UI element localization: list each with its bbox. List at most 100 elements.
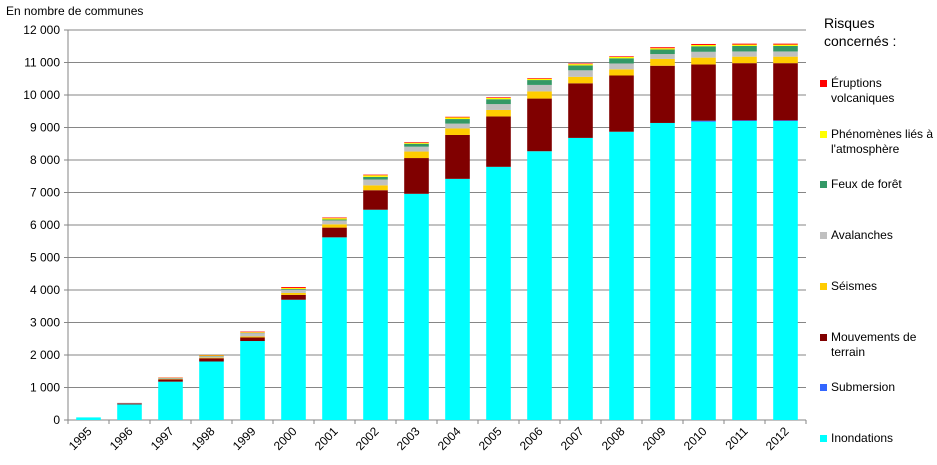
bar-segment--ruptions-volcaniques	[240, 331, 265, 333]
bar-segment-inondations	[117, 404, 142, 420]
bar-segment-ph-nom-nes-li-s-l-atmosph-re	[199, 355, 224, 356]
bar-segment-feux-de-for-t	[363, 176, 388, 180]
bar-segment-feux-de-for-t	[281, 289, 306, 290]
legend-label: Séismes	[831, 278, 878, 293]
x-tick-label: 1995	[66, 424, 95, 453]
x-tick-label: 2002	[353, 424, 382, 453]
x-tick-label: 2006	[517, 424, 546, 453]
legend-label: Phénomènes liés à l'atmosphère	[831, 126, 934, 156]
bar-segment--ruptions-volcaniques	[486, 97, 511, 98]
bar-segment-ph-nom-nes-li-s-l-atmosph-re	[404, 142, 429, 144]
bar-segment-feux-de-for-t	[404, 143, 429, 147]
bar-segment-inondations	[322, 237, 347, 420]
bar-segment-mouvements-de-terrain	[240, 337, 265, 342]
y-axis-unit-label: En nombre de communes	[6, 4, 144, 18]
bar-segment-feux-de-for-t	[527, 80, 552, 85]
legend-label: Submersion	[831, 380, 896, 395]
bar-segment-avalanches	[486, 104, 511, 110]
bar-segment-avalanches	[158, 378, 183, 380]
x-tick-label: 2007	[558, 424, 587, 453]
legend-swatch	[820, 384, 827, 392]
y-tick-label: 9 000	[30, 121, 60, 135]
bar-segment-avalanches	[773, 51, 798, 57]
bar-segment-mouvements-de-terrain	[281, 294, 306, 300]
bar-segment-avalanches	[404, 146, 429, 152]
bar-segment-mouvements-de-terrain	[445, 134, 470, 179]
bar-segment-inondations	[732, 121, 757, 420]
bar-segment--ruptions-volcaniques	[773, 43, 798, 45]
y-tick-label: 4 000	[30, 283, 60, 297]
bar-segment-mouvements-de-terrain	[322, 227, 347, 238]
x-tick-label: 1997	[148, 424, 177, 453]
y-tick-label: 0	[53, 413, 60, 427]
bar-segment-inondations	[650, 122, 675, 420]
bar-segment-ph-nom-nes-li-s-l-atmosph-re	[773, 44, 798, 46]
bar-segment-avalanches	[322, 220, 347, 225]
bar-segment-s-ismes	[650, 58, 675, 66]
bar-segment-feux-de-for-t	[568, 65, 593, 71]
legend-swatch	[820, 232, 827, 240]
bar-segment-feux-de-for-t	[732, 45, 757, 52]
y-tick-label: 12 000	[23, 23, 60, 37]
y-tick-label: 6 000	[30, 218, 60, 232]
bar-segment-s-ismes	[773, 56, 798, 64]
x-tick-label: 2003	[394, 424, 423, 453]
bar-segment-feux-de-for-t	[445, 119, 470, 124]
bar-segment-mouvements-de-terrain	[363, 190, 388, 210]
bar-segment-mouvements-de-terrain	[199, 358, 224, 362]
bar-segment-inondations	[281, 299, 306, 420]
bar-segment-ph-nom-nes-li-s-l-atmosph-re	[568, 64, 593, 66]
bar-segment-mouvements-de-terrain	[650, 65, 675, 123]
legend-swatch	[820, 435, 827, 442]
bar-segment-s-ismes	[486, 109, 511, 117]
bar-segment--ruptions-volcaniques	[281, 287, 306, 289]
legend-swatch	[820, 181, 827, 189]
bar-segment-submersion	[732, 120, 757, 121]
legend-swatch	[820, 130, 827, 138]
bar-segment-mouvements-de-terrain	[568, 83, 593, 138]
bar-segment-avalanches	[527, 84, 552, 92]
bar-segment-avalanches	[568, 70, 593, 77]
bar-segment--ruptions-volcaniques	[445, 116, 470, 118]
legend-swatch	[820, 333, 827, 341]
bar-segment-feux-de-for-t	[609, 58, 634, 64]
legend-label: Inondations	[831, 431, 894, 445]
bar-segment--ruptions-volcaniques	[691, 43, 716, 45]
bar-segment-submersion	[691, 120, 716, 122]
bar-segment-mouvements-de-terrain	[486, 116, 511, 167]
bar-segment-feux-de-for-t	[691, 46, 716, 52]
bar-segment--ruptions-volcaniques	[404, 142, 429, 143]
bar-segment-inondations	[527, 151, 552, 420]
bar-segment--ruptions-volcaniques	[609, 56, 634, 57]
y-tick-label: 2 000	[30, 348, 60, 362]
bar-segment-s-ismes	[404, 151, 429, 159]
x-tick-label: 2001	[312, 424, 341, 453]
x-tick-label: 2010	[681, 424, 710, 453]
legend-label: Avalanches	[831, 228, 893, 243]
bar-segment--ruptions-volcaniques	[363, 174, 388, 176]
bar-segment-s-ismes	[363, 185, 388, 191]
bar-segment-inondations	[158, 381, 183, 420]
bar-segment-s-ismes	[281, 292, 306, 295]
bar-segment-avalanches	[281, 289, 306, 293]
bar-segment-inondations	[445, 178, 470, 420]
bar-segment-inondations	[691, 121, 716, 421]
x-tick-label: 2005	[476, 424, 505, 453]
bar-segment-ph-nom-nes-li-s-l-atmosph-re	[486, 97, 511, 100]
bar-segment-s-ismes	[445, 128, 470, 135]
bar-segment-avalanches	[691, 51, 716, 58]
bar-segment-mouvements-de-terrain	[404, 158, 429, 194]
bar-segment-ph-nom-nes-li-s-l-atmosph-re	[609, 56, 634, 59]
bar-segment-avalanches	[445, 123, 470, 129]
bar-segment--ruptions-volcaniques	[527, 78, 552, 79]
bar-segment-inondations	[363, 209, 388, 420]
y-tick-label: 10 000	[23, 88, 60, 102]
y-tick-label: 7 000	[30, 186, 60, 200]
bar-segment--ruptions-volcaniques	[322, 217, 347, 219]
bar-segment-mouvements-de-terrain	[609, 75, 634, 132]
x-tick-label: 1996	[107, 424, 136, 453]
bar-segment-feux-de-for-t	[486, 99, 511, 105]
bar-segment-s-ismes	[322, 224, 347, 228]
bar-segment-avalanches	[650, 54, 675, 59]
